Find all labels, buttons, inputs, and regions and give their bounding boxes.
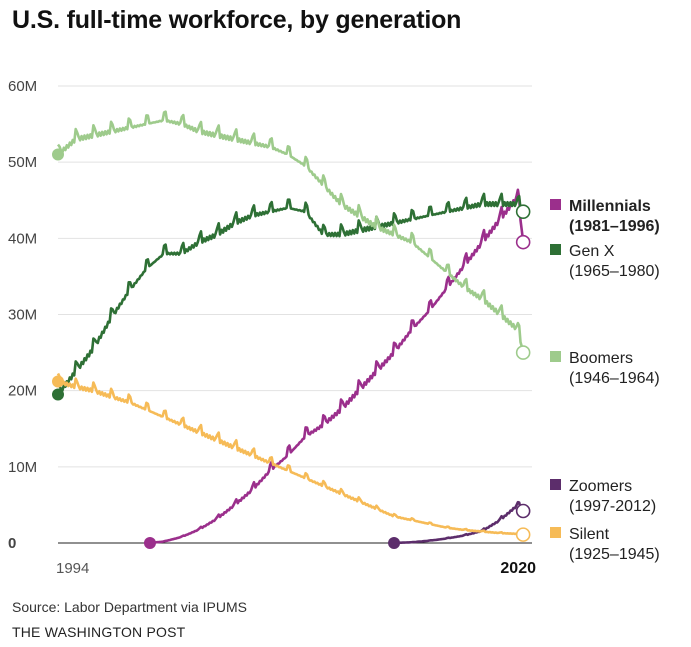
series-markers <box>52 148 531 549</box>
legend-swatch <box>550 199 561 210</box>
legend-swatch <box>550 244 561 255</box>
gridlines <box>58 85 532 468</box>
legend-label: Gen X <box>569 243 615 260</box>
y-tick-label: 50M <box>8 154 37 171</box>
legend-label-years: (1965–1980) <box>569 263 660 280</box>
series-end-marker <box>515 345 531 360</box>
legend-swatch <box>550 527 561 538</box>
series-line-1 <box>57 192 525 392</box>
legend-label-years: (1981–1996) <box>569 218 660 235</box>
y-tick-label: 30M <box>8 307 37 324</box>
legend-label-years: (1925–1945) <box>569 546 660 563</box>
source-note: Source: Labor Department via IPUMS <box>12 599 247 615</box>
series-lines <box>56 110 525 545</box>
series-start-marker <box>52 388 64 401</box>
legend-label: Zoomers <box>569 478 632 495</box>
series-line-3 <box>393 500 525 545</box>
series-line-4 <box>56 372 524 536</box>
legend-label: Silent <box>569 526 610 543</box>
series-start-marker <box>388 537 401 549</box>
legend-swatch <box>550 479 561 490</box>
publisher-credit: THE WASHINGTON POST <box>12 624 186 640</box>
series-start-marker <box>52 375 64 388</box>
y-tick-label: 0 <box>8 535 16 552</box>
legend: Millennials (1981–1996) Gen X (1965–1980) Bo… <box>550 198 660 563</box>
series-end-marker <box>515 204 531 219</box>
y-tick-label: 10M <box>8 459 37 476</box>
x-axis: 1994 2020 <box>56 542 536 577</box>
series-line-0 <box>149 188 525 545</box>
series-start-marker <box>143 537 156 549</box>
series-line-2 <box>56 110 525 353</box>
chart-title: U.S. full-time workforce, by generation <box>12 6 462 34</box>
legend-label-years: (1946–1964) <box>569 370 660 387</box>
series-end-marker <box>515 234 531 250</box>
series-start-marker <box>52 148 64 161</box>
y-tick-label: 60M <box>8 78 37 95</box>
x-tick-label-end: 2020 <box>500 560 536 577</box>
x-tick-label-start: 1994 <box>56 560 89 577</box>
legend-label: Boomers <box>569 350 633 367</box>
legend-label-years: (1997-2012) <box>569 498 656 515</box>
series-end-marker <box>515 503 531 519</box>
legend-label: Millennials <box>569 198 651 215</box>
y-tick-label: 40M <box>8 230 37 247</box>
y-tick-label: 20M <box>8 383 37 400</box>
y-axis-tick-labels: 0 10M 20M 30M 40M 50M 60M <box>8 78 37 552</box>
legend-swatch <box>550 351 561 362</box>
series-end-marker <box>515 527 531 542</box>
